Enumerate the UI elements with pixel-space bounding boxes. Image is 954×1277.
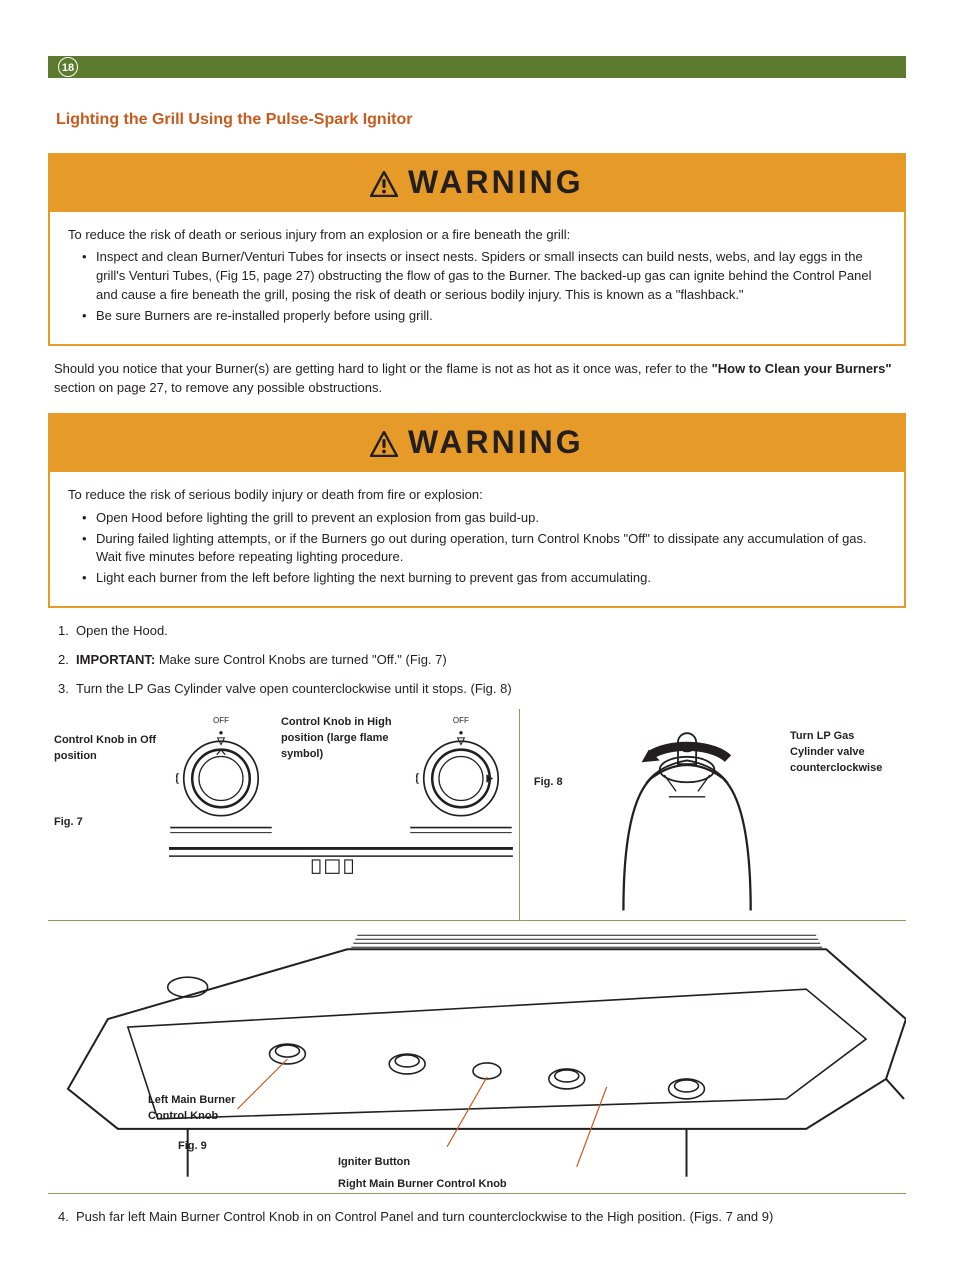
fig8-caption: Turn LP Gas Cylinder valve counterclockw… [790,729,900,777]
steps-list: 1.Open the Hood. 2.IMPORTANT: Make sure … [58,622,906,699]
warning-header: WARNING [50,155,904,211]
para-bold: "How to Clean your Burners" [712,361,892,376]
grill-front-icon [48,929,906,1179]
step-item: 3.Turn the LP Gas Cylinder valve open co… [58,680,906,699]
warning-bullet: Inspect and clean Burner/Venturi Tubes f… [82,248,886,305]
fig9-right-knob-label: Right Main Burner Control Knob [338,1177,507,1193]
section-title: Lighting the Grill Using the Pulse-Spark… [56,108,906,131]
figures-row: Control Knob in Off position Fig. 7 OFF [48,709,906,922]
step-text: Make sure Control Knobs are turned "Off.… [155,652,447,667]
step-text: Push far left Main Burner Control Knob i… [76,1209,773,1224]
warning-header: WARNING [50,415,904,471]
fig9-igniter-label: Igniter Button [338,1155,410,1171]
warning-bullet: Open Hood before lighting the grill to p… [82,509,886,528]
panel-rail-icon [169,842,513,876]
fig7-caption-right: Control Knob in High position (large fla… [281,715,401,763]
warning-title: WARNING [408,419,584,465]
step-item: 2.IMPORTANT: Make sure Control Knobs are… [58,651,906,670]
warning-title: WARNING [408,159,584,205]
warning-body: To reduce the risk of serious bodily inj… [50,472,904,606]
fig8-label: Fig. 8 [534,775,584,791]
warning-triangle-icon [370,431,398,457]
warning-triangle-icon [370,171,398,197]
lp-cylinder-icon [594,715,780,915]
warning-intro: To reduce the risk of serious bodily inj… [68,486,886,505]
step-item: 1.Open the Hood. [58,622,906,641]
para-text: section on page 27, to remove any possib… [54,380,382,395]
fig7-label: Fig. 7 [54,815,159,831]
warning-bullet: Light each burner from the left before l… [82,569,886,588]
step-text: Turn the LP Gas Cylinder valve open coun… [76,681,512,696]
page-number-badge: 18 [58,57,78,77]
step-text: Open the Hood. [76,623,168,638]
step-item: 4.Push far left Main Burner Control Knob… [58,1208,906,1227]
knob-high-icon [409,726,513,836]
off-label: OFF [409,715,513,727]
figure-8: Fig. 8 Turn LP Gas Cylinder [520,709,906,921]
warning-box-2: WARNING To reduce the risk of serious bo… [48,413,906,608]
header-bar: 18 [48,56,906,78]
off-label: OFF [169,715,273,727]
warning-bullet: During failed lighting attempts, or if t… [82,530,886,568]
fig7-caption-left: Control Knob in Off position [54,733,159,765]
fig9-left-knob-label: Left Main Burner Control Knob [148,1093,268,1125]
knob-off-icon [169,726,273,836]
steps-list-cont: 4.Push far left Main Burner Control Knob… [58,1208,906,1227]
warning-box-1: WARNING To reduce the risk of death or s… [48,153,906,346]
warning-bullet: Be sure Burners are re-installed properl… [82,307,886,326]
warning-body: To reduce the risk of death or serious i… [50,212,904,344]
para-text: Should you notice that your Burner(s) ar… [54,361,712,376]
body-paragraph: Should you notice that your Burner(s) ar… [54,360,900,398]
warning-intro: To reduce the risk of death or serious i… [68,226,886,245]
fig9-label: Fig. 9 [178,1139,207,1155]
figure-7: Control Knob in Off position Fig. 7 OFF [48,709,520,921]
step-bold: IMPORTANT: [76,652,155,667]
figure-9: Left Main Burner Control Knob Fig. 9 Ign… [48,925,906,1194]
